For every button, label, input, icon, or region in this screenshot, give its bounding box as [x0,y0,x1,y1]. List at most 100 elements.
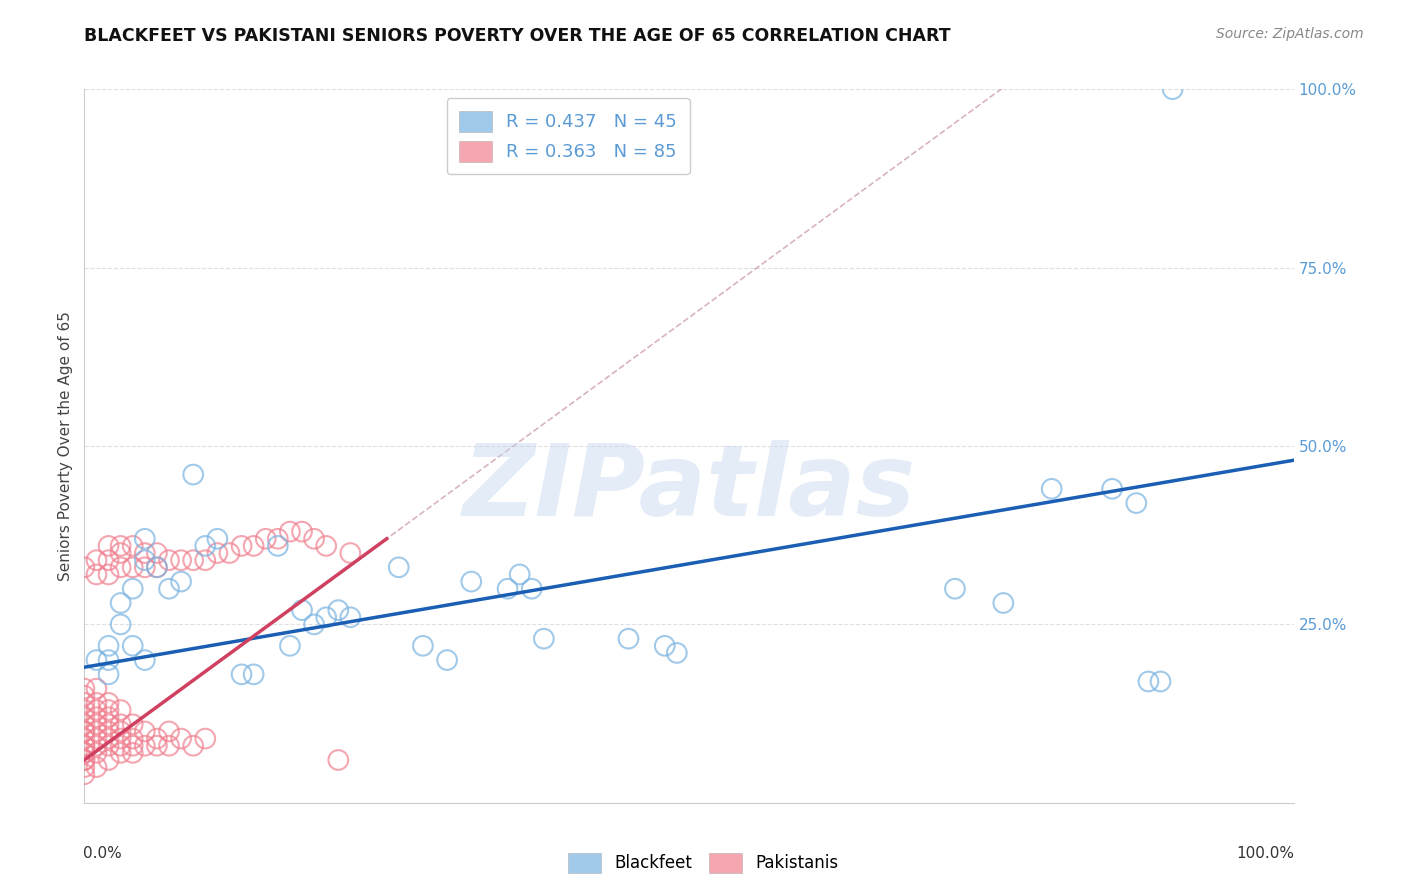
Point [97,567,120,582]
Point [121,539,143,553]
Point [146,560,169,574]
Point [73,760,96,774]
Point [97,653,120,667]
Point [110,717,132,731]
Point [134,560,156,574]
Point [509,567,531,582]
Point [97,696,120,710]
Text: BLACKFEET VS PAKISTANI SENIORS POVERTY OVER THE AGE OF 65 CORRELATION CHART: BLACKFEET VS PAKISTANI SENIORS POVERTY O… [84,27,950,45]
Point [134,532,156,546]
Point [436,653,458,667]
Point [97,710,120,724]
Point [86,703,108,717]
Point [242,539,264,553]
Point [388,560,411,574]
Point [170,553,193,567]
Point [73,689,96,703]
Point [86,710,108,724]
Point [665,646,688,660]
Point [1125,496,1147,510]
Point [121,746,143,760]
Point [218,546,240,560]
Point [97,553,120,567]
Point [207,532,229,546]
Point [110,724,132,739]
Point [278,524,301,539]
Point [121,582,143,596]
Point [110,617,132,632]
Point [86,696,108,710]
Legend: Blackfeet, Pakistanis: Blackfeet, Pakistanis [561,847,845,880]
Point [315,610,337,624]
Point [267,532,290,546]
Point [110,539,132,553]
Point [412,639,434,653]
Point [146,739,169,753]
Point [73,703,96,717]
Point [207,546,229,560]
Point [181,467,204,482]
Point [73,710,96,724]
Point [134,653,156,667]
Point [97,717,120,731]
Point [73,724,96,739]
Point [97,639,120,653]
Point [86,553,108,567]
Point [654,639,676,653]
Point [121,560,143,574]
Point [533,632,555,646]
Point [254,532,277,546]
Point [73,767,96,781]
Point [73,560,96,574]
Point [170,574,193,589]
Point [86,724,108,739]
Point [134,546,156,560]
Text: Source: ZipAtlas.com: Source: ZipAtlas.com [1216,27,1364,41]
Point [97,753,120,767]
Point [73,696,96,710]
Point [110,746,132,760]
Point [520,582,543,596]
Point [121,731,143,746]
Text: ZIPatlas: ZIPatlas [463,441,915,537]
Point [460,574,482,589]
Point [181,553,204,567]
Point [291,603,314,617]
Point [73,731,96,746]
Point [110,739,132,753]
Point [86,746,108,760]
Point [73,724,96,739]
Point [73,746,96,760]
Point [194,539,217,553]
Point [110,731,132,746]
Point [267,539,290,553]
Point [73,746,96,760]
Text: 0.0%: 0.0% [83,846,122,861]
Point [146,560,169,574]
Point [134,553,156,567]
Point [73,739,96,753]
Point [315,539,337,553]
Point [1137,674,1160,689]
Point [97,703,120,717]
Point [278,639,301,653]
Point [121,639,143,653]
Point [73,739,96,753]
Point [617,632,640,646]
Point [328,753,350,767]
Point [73,681,96,696]
Point [157,553,180,567]
Point [1101,482,1123,496]
Point [86,739,108,753]
Point [86,653,108,667]
Point [97,731,120,746]
Text: 100.0%: 100.0% [1237,846,1295,861]
Point [339,546,361,560]
Point [242,667,264,681]
Y-axis label: Seniors Poverty Over the Age of 65: Seniors Poverty Over the Age of 65 [58,311,73,581]
Point [97,724,120,739]
Point [993,596,1015,610]
Legend: R = 0.437   N = 45, R = 0.363   N = 85: R = 0.437 N = 45, R = 0.363 N = 85 [447,98,689,174]
Point [146,546,169,560]
Point [157,582,180,596]
